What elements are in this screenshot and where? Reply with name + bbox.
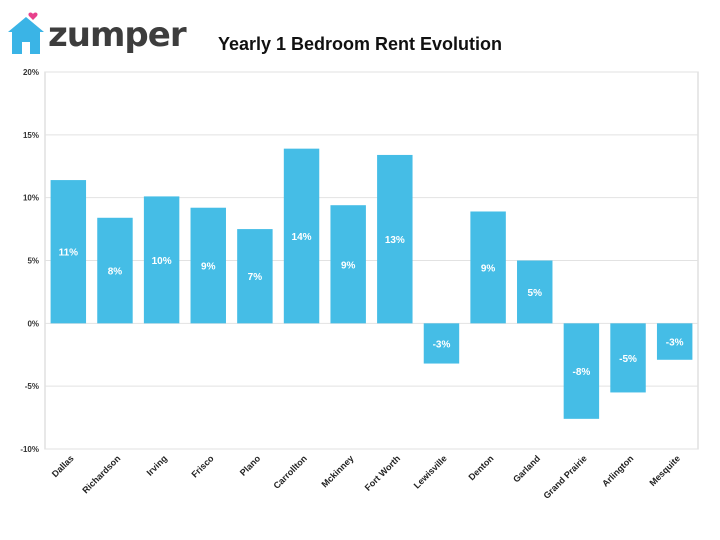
y-tick-label: -5% <box>25 382 39 391</box>
x-tick-label: Garland <box>511 453 542 484</box>
x-tick-label: Arlington <box>600 453 635 488</box>
bar <box>610 323 646 393</box>
data-label: -5% <box>619 354 637 365</box>
data-label: 13% <box>385 235 405 246</box>
bar <box>656 323 693 360</box>
data-label: 5% <box>528 288 543 299</box>
x-tick-label: Grand Prairie <box>541 453 588 500</box>
x-tick-label: Carrollton <box>271 453 308 490</box>
bar <box>97 217 133 324</box>
bar <box>143 196 180 324</box>
data-label: -8% <box>572 367 590 378</box>
bar <box>283 148 320 324</box>
house-logo-icon <box>8 12 44 54</box>
data-label: -3% <box>433 339 451 350</box>
x-tick-label: Lewisville <box>412 453 449 490</box>
x-tick-label: Irving <box>145 453 169 477</box>
data-label: 9% <box>201 262 216 273</box>
zumper-logo: zumper <box>6 6 187 56</box>
data-label: 10% <box>152 256 172 267</box>
y-tick-label: 10% <box>23 194 39 203</box>
y-tick-label: 15% <box>23 131 39 140</box>
x-tick-label: Denton <box>467 453 496 482</box>
x-tick-label: Richardson <box>80 453 122 495</box>
x-tick-label: Plano <box>238 453 263 478</box>
data-label: 11% <box>59 248 79 259</box>
data-label: 14% <box>292 232 312 243</box>
brand-name: zumper <box>48 15 187 55</box>
bar <box>237 229 273 324</box>
bar <box>423 323 460 364</box>
data-label: 9% <box>341 260 356 271</box>
bar <box>377 154 413 324</box>
data-label: 7% <box>248 272 263 283</box>
data-label: 8% <box>108 267 123 278</box>
x-tick-label: Mckinney <box>320 453 356 489</box>
bar <box>470 211 506 324</box>
bar <box>563 323 600 419</box>
chart-title: Yearly 1 Bedroom Rent Evolution <box>217 34 503 54</box>
y-tick-label: 20% <box>23 68 39 77</box>
x-tick-label: Fort Worth <box>363 453 402 492</box>
bar <box>190 207 226 324</box>
y-tick-label: 0% <box>27 319 39 328</box>
y-tick-label: 5% <box>27 257 39 266</box>
bar <box>330 205 366 324</box>
x-tick-label: Mesquite <box>647 453 682 488</box>
x-tick-label: Frisco <box>189 453 216 480</box>
bar <box>50 180 87 324</box>
data-label: -3% <box>666 338 684 349</box>
bar <box>517 260 553 324</box>
y-tick-label: -10% <box>20 445 39 454</box>
data-label: 9% <box>481 263 496 274</box>
x-tick-label: Dallas <box>50 453 76 479</box>
